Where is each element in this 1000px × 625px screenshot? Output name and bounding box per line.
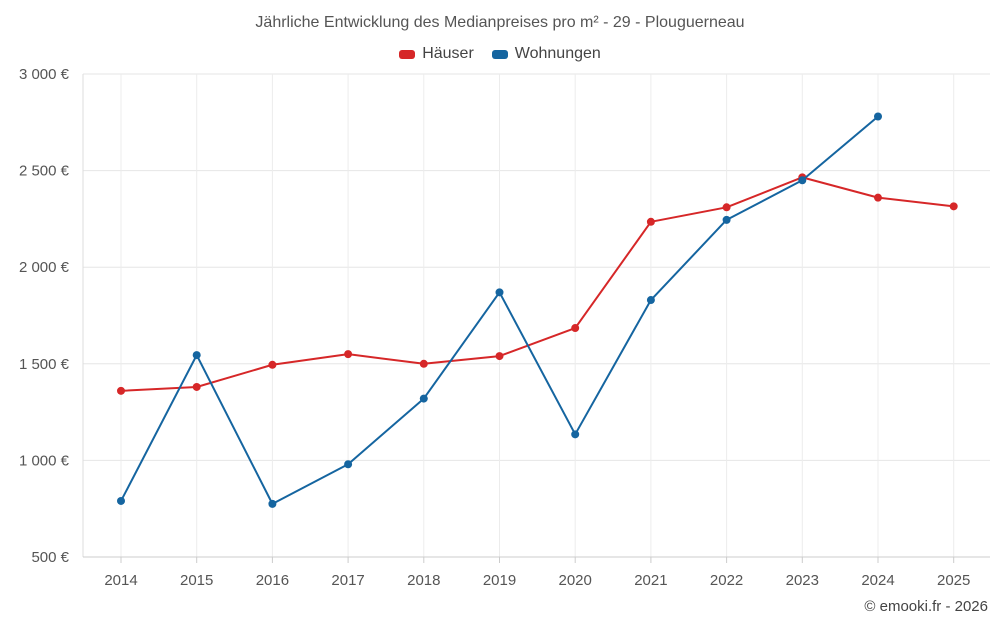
data-point	[192, 351, 201, 360]
data-point	[798, 176, 807, 185]
y-tick-label: 2 000 €	[19, 259, 70, 276]
legend-item-apartments[interactable]: Wohnungen	[491, 45, 601, 63]
data-point	[344, 350, 353, 359]
data-point	[495, 288, 504, 297]
data-point	[117, 496, 125, 505]
x-tick-label: 2022	[710, 572, 743, 589]
data-point	[722, 203, 731, 212]
data-point	[344, 460, 353, 469]
data-point	[646, 217, 655, 226]
data-point	[268, 499, 277, 508]
x-tick-label: 2019	[483, 572, 516, 589]
x-tick-label: 2024	[861, 572, 894, 589]
chart-grid	[83, 73, 990, 558]
data-point	[949, 202, 958, 211]
x-tick-label: 2023	[786, 572, 819, 589]
data-point	[419, 359, 428, 368]
legend-swatch-apartments	[491, 49, 508, 59]
x-tick-label: 2025	[937, 572, 970, 589]
data-point	[419, 394, 428, 403]
data-point	[268, 360, 277, 369]
y-tick-label: 2 500 €	[19, 163, 70, 180]
data-point	[874, 112, 882, 121]
chart-axes: 500 € 1 000 € 1 500 € 2 000 € 2 500 € 3 000 €…	[19, 66, 990, 589]
legend-swatch-houses	[399, 49, 416, 59]
legend-item-houses[interactable]: Häuser	[399, 45, 474, 63]
x-tick-label: 2020	[559, 572, 592, 589]
y-tick-label: 500 €	[31, 549, 69, 566]
data-point	[571, 324, 580, 333]
data-point	[117, 386, 125, 395]
data-point	[722, 215, 731, 224]
x-tick-label: 2021	[634, 572, 667, 589]
x-tick-label: 2015	[180, 572, 213, 589]
y-tick-label: 1 500 €	[19, 356, 70, 373]
x-tick-label: 2014	[104, 572, 137, 589]
y-tick-label: 3 000 €	[19, 66, 70, 83]
chart-series	[117, 112, 958, 508]
y-tick-label: 1 000 €	[19, 452, 70, 469]
data-point	[874, 193, 882, 202]
data-point	[571, 430, 580, 439]
data-point	[646, 296, 655, 305]
legend-label-apartments: Wohnungen	[514, 45, 601, 62]
x-tick-label: 2018	[407, 572, 440, 589]
x-tick-label: 2016	[256, 572, 289, 589]
legend-label-houses: Häuser	[422, 45, 474, 62]
chart-legend: Häuser Wohnungen	[0, 45, 1000, 63]
copyright-footer: © emooki.fr - 2026	[864, 598, 988, 615]
x-tick-label: 2017	[331, 572, 364, 589]
data-point	[495, 352, 504, 361]
chart-title: Jährliche Entwicklung des Medianpreises …	[255, 14, 745, 31]
series-line-0	[120, 176, 954, 392]
data-point	[192, 382, 201, 391]
